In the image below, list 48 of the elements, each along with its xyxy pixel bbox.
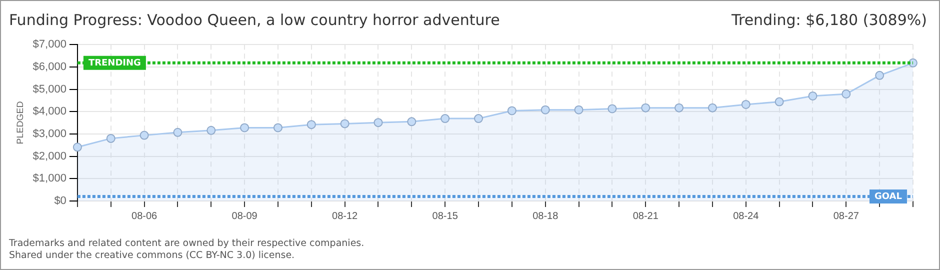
y-tick-label: $5,000 bbox=[32, 83, 66, 96]
x-tick-label: 08-06 bbox=[132, 210, 158, 222]
point bbox=[140, 130, 149, 140]
point bbox=[708, 103, 717, 112]
y-tick-label: $6,000 bbox=[32, 60, 66, 73]
y-axis-title: PLEDGED bbox=[14, 100, 25, 144]
point bbox=[741, 100, 750, 109]
point bbox=[407, 117, 416, 126]
point bbox=[574, 105, 584, 114]
point bbox=[340, 119, 350, 128]
text: Trademarks and related content are owned by their respective companies. bbox=[9, 238, 364, 250]
x-tick-label: 08-21 bbox=[632, 210, 659, 222]
x-tick-label: 08-18 bbox=[532, 210, 559, 222]
point bbox=[440, 114, 450, 124]
x-tick-label: 08-15 bbox=[432, 210, 458, 222]
ref-line-label: TRENDING bbox=[88, 58, 141, 68]
point bbox=[106, 134, 116, 143]
point bbox=[641, 103, 650, 112]
x-tick-label: 08-09 bbox=[232, 210, 258, 222]
point bbox=[374, 118, 383, 128]
chart-title: Funding Progress: Voodoo Queen, a low country horror adventure bbox=[9, 11, 500, 29]
y-tick-label: $7,000 bbox=[32, 38, 66, 51]
x-tick-label: 08-12 bbox=[332, 210, 358, 222]
point bbox=[273, 123, 282, 132]
point bbox=[173, 128, 182, 137]
x-tick-label: 08-27 bbox=[833, 210, 860, 222]
point bbox=[608, 104, 617, 114]
point bbox=[240, 123, 250, 132]
point bbox=[842, 89, 851, 98]
point bbox=[674, 103, 684, 112]
point bbox=[306, 120, 316, 130]
y-tick-label: $2,000 bbox=[32, 150, 66, 162]
point bbox=[507, 106, 516, 116]
text: Shared under the creative commons (CC BY-NC 3.0) license. bbox=[9, 250, 296, 262]
point bbox=[474, 114, 484, 124]
ref-line-label: GOAL bbox=[874, 192, 902, 202]
y-tick-label: $3,000 bbox=[32, 128, 66, 140]
point bbox=[72, 142, 82, 152]
point bbox=[808, 91, 818, 100]
point bbox=[540, 105, 550, 114]
point bbox=[774, 97, 784, 106]
y-tick-label: $4,000 bbox=[32, 106, 66, 118]
chart-subtitle: Trending: $6,180 (3089%) bbox=[732, 11, 927, 29]
y-tick-label: $1,000 bbox=[32, 172, 66, 185]
point bbox=[875, 70, 884, 80]
x-tick-label: 08-24 bbox=[733, 210, 760, 222]
y-tick-label: $0 bbox=[54, 195, 66, 208]
point bbox=[206, 126, 216, 135]
